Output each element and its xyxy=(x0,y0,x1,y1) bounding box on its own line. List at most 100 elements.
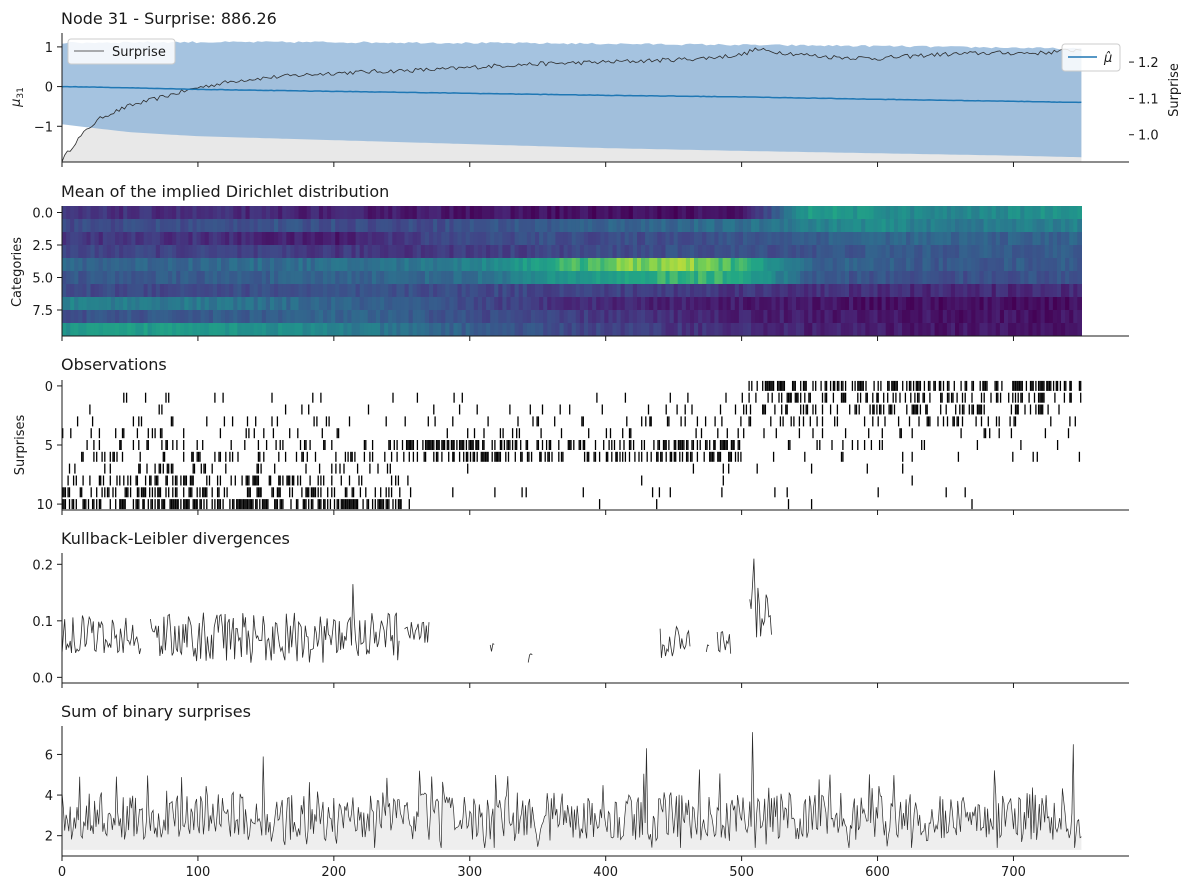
heatmap-cell xyxy=(217,310,222,324)
heatmap-cell xyxy=(90,323,96,337)
heatmap-cell xyxy=(791,271,797,285)
heatmap-cell xyxy=(726,206,732,220)
heatmap-cell xyxy=(498,297,503,311)
heatmap-cell xyxy=(543,258,548,272)
heatmap-cell xyxy=(596,232,601,246)
heatmap-cell xyxy=(518,232,524,246)
heatmap-cell xyxy=(314,310,320,324)
heatmap-cell xyxy=(930,258,936,272)
heatmap-cell xyxy=(490,219,495,233)
heatmap-cell xyxy=(1024,232,1029,246)
heatmap-cell xyxy=(408,284,414,298)
kl-line-segment xyxy=(705,644,710,652)
heatmap-cell xyxy=(963,310,968,324)
heatmap-cell xyxy=(775,310,781,324)
heatmap-cell xyxy=(204,284,210,298)
heatmap-cell xyxy=(649,271,654,285)
heatmap-cell xyxy=(70,245,75,259)
heatmap-cell xyxy=(400,219,406,233)
heatmap-cell xyxy=(583,271,589,285)
heatmap-cell xyxy=(347,245,353,259)
heatmap-cell xyxy=(869,323,875,337)
heatmap-cell xyxy=(959,232,964,246)
heatmap-cell xyxy=(1057,297,1062,311)
heatmap-cell xyxy=(416,271,422,285)
heatmap-cell xyxy=(380,232,385,246)
heatmap-cell xyxy=(359,271,365,285)
heatmap-cell xyxy=(518,245,524,259)
heatmap-cell xyxy=(991,245,997,259)
heatmap-cell xyxy=(506,271,512,285)
heatmap-cell xyxy=(249,206,255,220)
heatmap-cell xyxy=(767,232,773,246)
heatmap-cell xyxy=(253,310,259,324)
heatmap-cell xyxy=(180,206,185,220)
heatmap-cell xyxy=(139,245,145,259)
heatmap-cell xyxy=(469,232,475,246)
heatmap-cell xyxy=(1044,284,1050,298)
heatmap-cell xyxy=(306,219,312,233)
heatmap-cell xyxy=(400,245,406,259)
heatmap-cell xyxy=(539,271,544,285)
heatmap-cell xyxy=(351,271,357,285)
heatmap-cell xyxy=(918,297,923,311)
heatmap-cell xyxy=(995,271,1001,285)
heatmap-cell xyxy=(241,284,247,298)
heatmap-cell xyxy=(437,219,442,233)
heatmap-cell xyxy=(327,206,332,220)
heatmap-cell xyxy=(139,232,145,246)
heatmap-cell xyxy=(677,323,683,337)
heatmap-cell xyxy=(559,245,565,259)
heatmap-cell xyxy=(265,297,271,311)
heatmap-cell xyxy=(563,271,569,285)
heatmap-cell xyxy=(649,323,654,337)
heatmap-cell xyxy=(367,284,373,298)
heatmap-cell xyxy=(473,310,479,324)
heatmap-cell xyxy=(820,258,826,272)
heatmap-cell xyxy=(221,271,226,285)
heatmap-cell xyxy=(306,297,312,311)
heatmap-cell xyxy=(783,206,789,220)
binary-surprise-line xyxy=(61,732,1082,848)
heatmap-cell xyxy=(270,323,275,337)
heatmap-cell xyxy=(151,323,157,337)
heatmap-cell xyxy=(616,310,622,324)
heatmap-cell xyxy=(804,297,809,311)
heatmap-cell xyxy=(877,297,883,311)
heatmap-cell xyxy=(237,323,242,337)
heatmap-cell xyxy=(188,297,194,311)
heatmap-cell xyxy=(159,206,165,220)
heatmap-cell xyxy=(1061,232,1066,246)
heatmap-cell xyxy=(294,219,300,233)
heatmap-cell xyxy=(824,206,830,220)
heatmap-cell xyxy=(779,232,785,246)
heatmap-cell xyxy=(567,245,573,259)
heatmap-cell xyxy=(123,206,128,220)
heatmap-cell xyxy=(1012,258,1017,272)
heatmap-cell xyxy=(971,206,976,220)
heatmap-cell xyxy=(849,206,854,220)
heatmap-cell xyxy=(453,271,459,285)
heatmap-cell xyxy=(1004,245,1009,259)
heatmap-cell xyxy=(702,297,707,311)
heatmap-cell xyxy=(543,271,548,285)
heatmap-cell xyxy=(514,219,520,233)
heatmap-cell xyxy=(820,323,826,337)
heatmap-cell xyxy=(1012,297,1017,311)
heatmap-cell xyxy=(600,232,605,246)
heatmap-cell xyxy=(775,323,781,337)
heatmap-cell xyxy=(82,310,88,324)
heatmap-cell xyxy=(555,284,561,298)
heatmap-cell xyxy=(906,206,911,220)
heatmap-cell xyxy=(857,297,862,311)
heatmap-cell xyxy=(547,271,552,285)
heatmap-cell xyxy=(624,271,630,285)
heatmap-cell xyxy=(253,206,259,220)
heatmap-cell xyxy=(743,323,748,337)
heatmap-cell xyxy=(836,271,842,285)
heatmap-cell xyxy=(151,297,157,311)
heatmap-cell xyxy=(535,310,540,324)
heatmap-cell xyxy=(730,219,736,233)
heatmap-cell xyxy=(78,245,83,259)
heatmap-cell xyxy=(180,310,185,324)
